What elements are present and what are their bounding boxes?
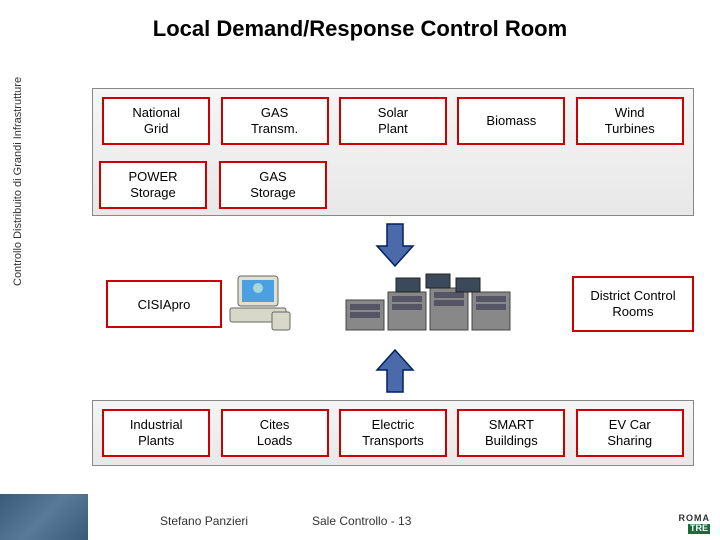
footer-sep: - bbox=[387, 514, 398, 528]
node-cites-loads: CitesLoads bbox=[221, 409, 329, 457]
bottom-loads-panel: IndustrialPlants CitesLoads ElectricTran… bbox=[92, 400, 694, 466]
top-row-2: POWERStorage GASStorage bbox=[93, 153, 693, 217]
arrow-down-icon bbox=[375, 222, 415, 273]
node-cisiapro: CISIApro bbox=[106, 280, 222, 328]
page-title: Local Demand/Response Control Room bbox=[0, 16, 720, 42]
node-ev-car-sharing: EV CarSharing bbox=[576, 409, 684, 457]
footer-page: Sale Controllo - 13 bbox=[312, 514, 411, 528]
sidebar-vertical-label: Controllo Distribuito di Grandi Infrastr… bbox=[12, 77, 24, 286]
footer-decoration bbox=[0, 494, 88, 540]
top-row-1: NationalGrid GASTransm. SolarPlant Bioma… bbox=[93, 89, 693, 153]
node-smart-buildings: SMARTBuildings bbox=[457, 409, 565, 457]
footer-page-num: 13 bbox=[398, 514, 411, 528]
node-industrial-plants: IndustrialPlants bbox=[102, 409, 210, 457]
university-logo: ROMA TRE bbox=[679, 514, 711, 534]
node-gas-transm: GASTransm. bbox=[221, 97, 329, 145]
node-biomass: Biomass bbox=[457, 97, 565, 145]
node-power-storage: POWERStorage bbox=[99, 161, 207, 209]
node-wind-turbines: WindTurbines bbox=[576, 97, 684, 145]
arrow-up-icon bbox=[375, 348, 415, 399]
top-sources-panel: NationalGrid GASTransm. SolarPlant Bioma… bbox=[92, 88, 694, 216]
node-gas-storage: GASStorage bbox=[219, 161, 327, 209]
footer-author: Stefano Panzieri bbox=[160, 514, 248, 528]
control-room-icon bbox=[336, 270, 536, 345]
node-solar-plant: SolarPlant bbox=[339, 97, 447, 145]
node-district-control-rooms: District ControlRooms bbox=[572, 276, 694, 332]
computer-icon bbox=[228, 268, 294, 339]
bottom-row: IndustrialPlants CitesLoads ElectricTran… bbox=[93, 401, 693, 465]
node-electric-transports: ElectricTransports bbox=[339, 409, 447, 457]
node-national-grid: NationalGrid bbox=[102, 97, 210, 145]
logo-line2: TRE bbox=[688, 524, 710, 534]
footer-page-label: Sale Controllo bbox=[312, 514, 387, 528]
